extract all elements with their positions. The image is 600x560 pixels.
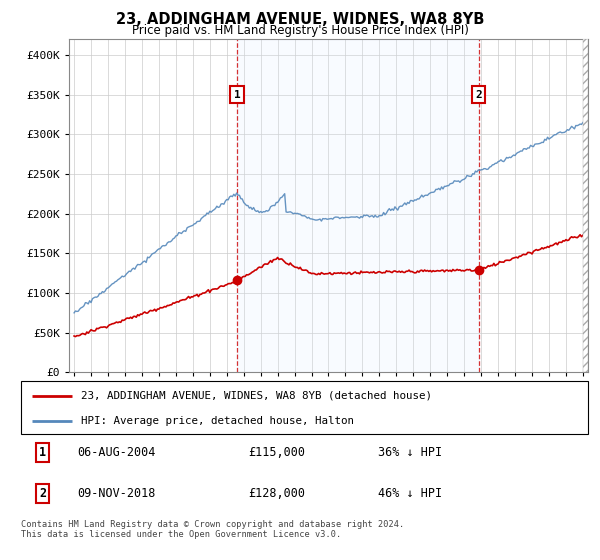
FancyBboxPatch shape — [21, 381, 588, 434]
Text: 06-AUG-2004: 06-AUG-2004 — [78, 446, 156, 459]
Text: 36% ↓ HPI: 36% ↓ HPI — [378, 446, 442, 459]
Text: Price paid vs. HM Land Registry's House Price Index (HPI): Price paid vs. HM Land Registry's House … — [131, 24, 469, 36]
Text: 2: 2 — [39, 487, 46, 500]
Text: 23, ADDINGHAM AVENUE, WIDNES, WA8 8YB: 23, ADDINGHAM AVENUE, WIDNES, WA8 8YB — [116, 12, 484, 27]
Text: 2: 2 — [475, 90, 482, 100]
Text: 1: 1 — [39, 446, 46, 459]
Text: 23, ADDINGHAM AVENUE, WIDNES, WA8 8YB (detached house): 23, ADDINGHAM AVENUE, WIDNES, WA8 8YB (d… — [80, 391, 431, 401]
Text: 09-NOV-2018: 09-NOV-2018 — [78, 487, 156, 500]
Text: Contains HM Land Registry data © Crown copyright and database right 2024.
This d: Contains HM Land Registry data © Crown c… — [21, 520, 404, 539]
Text: 46% ↓ HPI: 46% ↓ HPI — [378, 487, 442, 500]
Text: £128,000: £128,000 — [248, 487, 305, 500]
Text: 1: 1 — [233, 90, 240, 100]
Text: £115,000: £115,000 — [248, 446, 305, 459]
Text: HPI: Average price, detached house, Halton: HPI: Average price, detached house, Halt… — [80, 416, 353, 426]
Bar — [237, 39, 479, 372]
